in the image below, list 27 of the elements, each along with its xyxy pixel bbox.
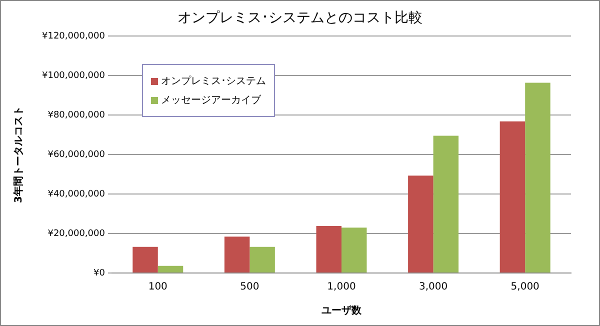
y-tick-label: ¥0 <box>94 268 106 278</box>
bar <box>250 246 275 272</box>
y-tick-label: ¥120,000,000 <box>42 31 106 42</box>
bar <box>316 226 342 272</box>
legend-label: メッセージアーカイブ <box>160 94 261 107</box>
chart-title: オンプレミス･システムとのコスト比較 <box>176 9 424 27</box>
x-tick-label: 3,000 <box>418 282 448 293</box>
x-tick-label: 100 <box>148 282 168 293</box>
x-tick-label: 1,000 <box>327 282 356 293</box>
y-axis-title: 3年間トータルコスト <box>12 106 25 203</box>
y-tick-label: ¥20,000,000 <box>48 228 106 239</box>
y-tick-label: ¥60,000,000 <box>48 150 106 160</box>
bar <box>408 176 434 272</box>
x-axis-title: ユーザ数 <box>321 304 362 317</box>
bar <box>341 228 367 272</box>
bar <box>224 236 250 272</box>
legend-label: オンプレミス･システム <box>160 74 266 88</box>
bar <box>433 136 459 272</box>
bar <box>525 82 550 272</box>
y-tick-label: ¥100,000,000 <box>42 70 106 81</box>
bar <box>500 121 526 272</box>
y-tick-label: ¥80,000,000 <box>48 110 106 120</box>
x-tick-label: 5,000 <box>510 282 540 293</box>
y-tick-label: ¥40,000,000 <box>48 189 106 200</box>
bar <box>132 246 158 272</box>
bar <box>158 266 184 272</box>
x-tick-label: 500 <box>240 282 260 293</box>
